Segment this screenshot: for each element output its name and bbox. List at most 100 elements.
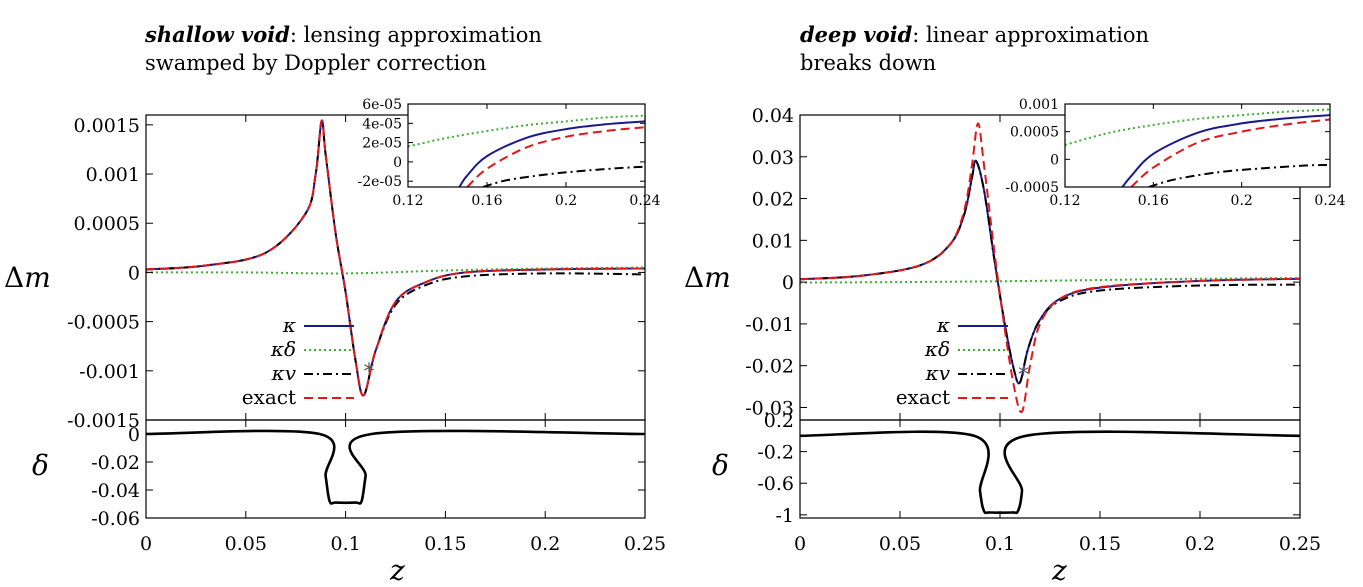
y-tick-label: 0 — [393, 155, 402, 171]
legend-label: κ — [936, 313, 950, 337]
x-tick-label: 0.2 — [1185, 533, 1215, 555]
x-tick-label: 0.1 — [985, 533, 1015, 555]
y-tick-label: 0.01 — [752, 230, 794, 252]
panel-title-left: shallow void: lensing approximation — [144, 22, 542, 47]
x-tick-label: 0 — [140, 533, 152, 555]
panel-title-left-rest: : lensing approximation — [290, 23, 542, 47]
series-line-exact-3 — [1130, 118, 1330, 187]
star-marker: * — [1018, 363, 1029, 388]
legend-item: exact — [242, 385, 354, 409]
x-tick-label: 0.16 — [1138, 193, 1169, 209]
x-tick-label: 0.12 — [392, 193, 423, 209]
panel-subtitle-left: swamped by Doppler correction — [145, 51, 486, 75]
panel-title-right-rest: : linear approximation — [912, 23, 1149, 47]
series-line-exact-3 — [800, 122, 1300, 414]
series-line--0 — [146, 429, 645, 505]
legend-label: exact — [896, 385, 950, 409]
series-line-exact-3 — [466, 126, 645, 187]
x-tick-label: 0.15 — [424, 533, 466, 555]
plot-frame — [1064, 103, 1331, 188]
x-tick-label: 0.25 — [1279, 533, 1321, 555]
legend-item: κ — [936, 313, 1008, 337]
y-tick-label: 0 — [128, 424, 140, 446]
y-tick-label: -0.04 — [91, 480, 140, 502]
x-tick-label: 0.1 — [330, 533, 360, 555]
inset-background — [1065, 104, 1330, 187]
y-tick-label: -1 — [775, 505, 794, 527]
y-label-left-main: Δm — [4, 261, 51, 294]
y-tick-label: 0.001 — [1019, 97, 1059, 113]
series-line--0 — [1121, 114, 1330, 187]
y-tick-label: -0.0005 — [67, 312, 140, 334]
y-tick-label: -0.6 — [757, 473, 794, 495]
chart-2: 0-0.02-0.04-0.060 0.05 0.1 0.15 0.2 0.25 — [91, 419, 666, 555]
x-label-right: z — [1051, 554, 1067, 587]
y-tick-label: 0.04 — [752, 105, 794, 127]
plot-frame — [145, 419, 646, 519]
y-tick-label: -2e-05 — [358, 174, 402, 190]
series-line--1 — [800, 276, 1300, 284]
inset-background — [408, 104, 645, 187]
y-tick-label: 0.02 — [752, 189, 794, 211]
y-tick-label: -0.02 — [91, 452, 140, 474]
plot-frame — [799, 419, 1301, 519]
x-label-left: z — [389, 554, 405, 587]
star-marker: * — [364, 360, 375, 385]
y-tick-label: -0.001 — [79, 361, 140, 383]
series-line--0 — [800, 430, 1300, 515]
y-tick-label: 0.03 — [752, 147, 794, 169]
legend-item: κδ — [924, 337, 1008, 361]
y-tick-label: -0.2 — [757, 442, 794, 464]
panel-title-right-bold: deep void — [800, 22, 913, 47]
legend-label: κδ — [924, 337, 950, 361]
y-tick-label: -0.02 — [745, 356, 794, 378]
y-tick-label: -0.0015 — [67, 410, 140, 432]
x-tick-label: 0.2 — [555, 193, 577, 209]
y-tick-label: 4e-05 — [362, 116, 402, 132]
x-tick-label: 0.16 — [471, 193, 502, 209]
y-label-right-main: Δm — [684, 261, 731, 294]
panel-title-right: deep void: linear approximation — [800, 22, 1149, 47]
x-tick-label: 0.2 — [1231, 193, 1253, 209]
x-tick-label: 0.05 — [879, 533, 921, 555]
legend-item: κδ — [270, 337, 354, 361]
legend-label: exact — [242, 385, 296, 409]
y-tick-label: -0.06 — [91, 508, 140, 530]
legend-label: κ — [282, 313, 296, 337]
series-line--1 — [1065, 108, 1330, 146]
x-tick-label: 0.15 — [1079, 533, 1121, 555]
legend-item: κv — [271, 361, 354, 385]
plot-frame — [407, 103, 646, 188]
x-tick-label: 0 — [794, 533, 806, 555]
legend-item: κ — [282, 313, 354, 337]
chart-1: 6e-05 4e-05 2e-05 0 -2e-05 0.12 0.16 0.2 0.24 — [358, 97, 661, 209]
y-tick-label: 0 — [782, 272, 794, 294]
series-line--0 — [458, 120, 645, 187]
y-tick-label: 0.0015 — [74, 115, 140, 137]
legend-item: exact — [896, 385, 1008, 409]
y-tick-label: -0.01 — [745, 314, 794, 336]
y-tick-label: 0.0005 — [1010, 125, 1059, 141]
panel-title-left-bold: shallow void — [144, 22, 290, 47]
y-tick-label: 2e-05 — [362, 136, 402, 152]
y-label-right-density: δ — [712, 449, 729, 482]
chart-5: 0.2 -0.2 -0.6 -10 0.05 0.1 0.15 0.2 0.25 — [757, 410, 1321, 555]
y-tick-label: 0 — [1050, 152, 1059, 168]
x-tick-label: 0.12 — [1049, 193, 1080, 209]
y-tick-label: 0 — [128, 262, 140, 284]
series-line-exact-3 — [146, 119, 645, 397]
y-tick-label: -0.03 — [745, 397, 794, 419]
x-tick-label: 0.25 — [624, 533, 666, 555]
series-line--1 — [408, 114, 645, 148]
legend-item: κv — [925, 361, 1008, 385]
y-tick-label: -0.0005 — [1005, 180, 1059, 196]
chart-0: * 0.0015 0.001 0.0005 0 -0.0005 -0.001 -0.0015 κ… — [67, 114, 646, 432]
y-label-left-density: δ — [32, 449, 49, 482]
panel-subtitle-right: breaks down — [800, 51, 936, 75]
y-tick-label: 6e-05 — [362, 97, 402, 113]
series-line-v-2 — [482, 165, 645, 187]
x-tick-label: 0.05 — [225, 533, 267, 555]
y-tick-label: 0.2 — [764, 410, 794, 432]
